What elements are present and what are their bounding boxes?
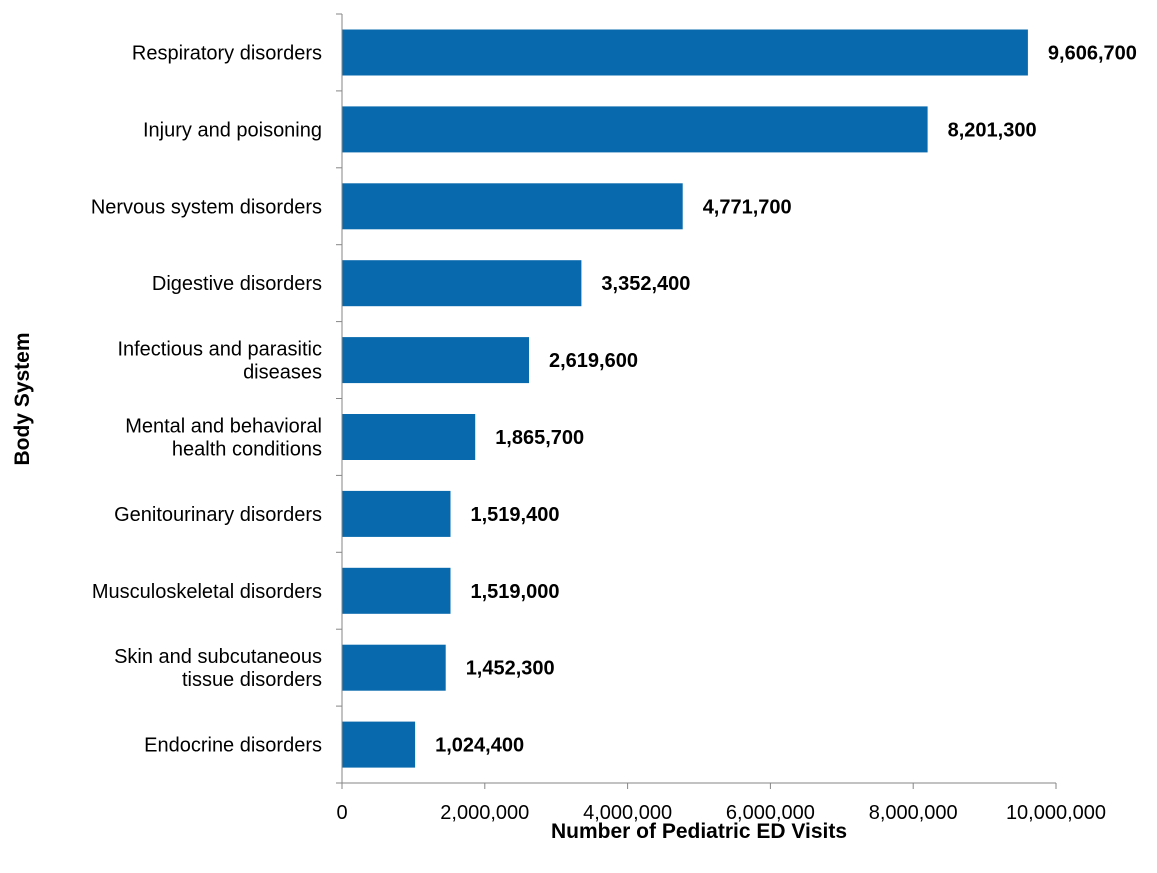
data-label: 1,865,700 [495, 427, 584, 449]
category-label: Digestive disorders [152, 273, 322, 295]
axes-layer [336, 13, 1057, 789]
bar [342, 644, 446, 691]
bar [342, 337, 529, 384]
category-label: Endocrine disorders [144, 735, 322, 757]
x-axis-title: Number of Pediatric ED Visits [551, 820, 847, 843]
bar [342, 183, 683, 230]
data-label: 9,606,700 [1048, 43, 1137, 65]
data-label: 1,452,300 [466, 658, 555, 680]
data-label: 1,024,400 [435, 735, 524, 757]
bar [342, 721, 416, 768]
data-label: 2,619,600 [549, 350, 638, 372]
x-tick-label: 4,000,000 [583, 802, 672, 824]
category-label: Mental and behavioral health conditions [125, 416, 322, 461]
bar [342, 414, 476, 460]
y-axis-title: Body System [11, 332, 34, 465]
bar [342, 29, 1028, 76]
x-tick-label: 0 [336, 802, 347, 824]
category-label: Respiratory disorders [132, 43, 322, 65]
x-tick-label: 6,000,000 [726, 802, 815, 824]
data-label: 3,352,400 [601, 273, 690, 295]
category-label: Genitourinary disorders [114, 504, 322, 526]
x-tick-label: 8,000,000 [869, 802, 958, 824]
data-label: 1,519,400 [471, 504, 560, 526]
data-label: 1,519,000 [471, 581, 560, 603]
category-label: Nervous system disorders [91, 196, 322, 218]
bar [342, 106, 928, 153]
category-label: Musculoskeletal disorders [92, 581, 322, 603]
x-tick-label: 2,000,000 [440, 802, 529, 824]
category-label: Infectious and parasitic diseases [117, 339, 322, 384]
bar [342, 567, 451, 614]
category-label: Skin and subcutaneous tissue disorders [114, 646, 322, 691]
data-label: 4,771,700 [703, 196, 792, 218]
bars-layer [342, 29, 1028, 768]
labels-layer: 9,606,700 Respiratory disorders 8,201,300 I… [91, 43, 1137, 825]
data-label: 8,201,300 [948, 119, 1037, 141]
category-label: Injury and poisoning [143, 119, 322, 141]
x-tick-label: 10,000,000 [1006, 802, 1106, 824]
bar [342, 490, 451, 537]
bar [342, 260, 582, 307]
